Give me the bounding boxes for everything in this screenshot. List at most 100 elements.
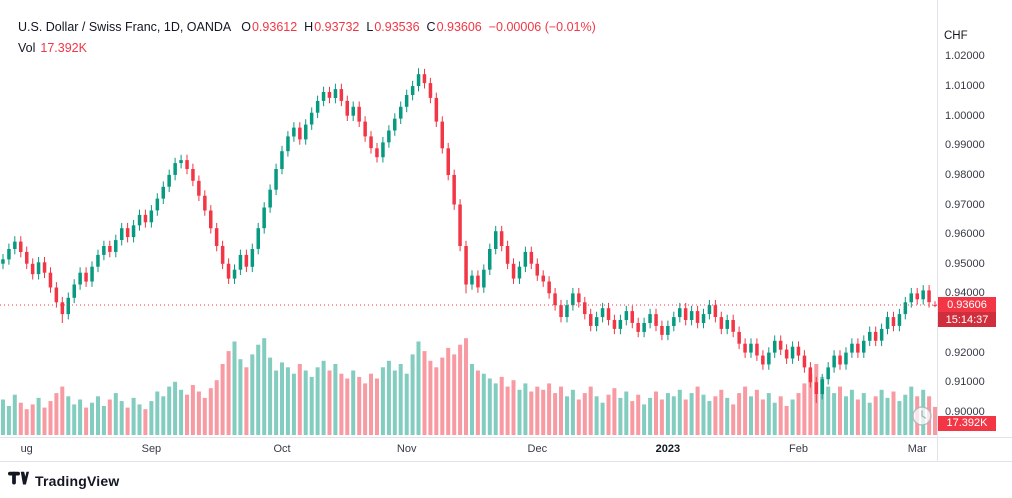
candle-body (767, 352, 771, 365)
time-axis[interactable]: ug Sep Oct Nov Dec 2023 Feb Mar (0, 437, 938, 461)
volume-kv: Vol 17.392K (18, 41, 87, 55)
volume-bar (677, 389, 682, 435)
candle-body (873, 331, 878, 341)
candle-body (286, 136, 290, 152)
candle-body (636, 323, 640, 332)
symbol-row: U.S. Dollar / Swiss Franc, 1D, OANDA O 0.… (18, 20, 596, 41)
volume-bar (701, 394, 706, 435)
volume-bar (719, 389, 724, 435)
candle-body (909, 293, 913, 303)
candle-body (345, 100, 349, 116)
volume-bar (790, 399, 795, 435)
volume-bar (36, 397, 41, 435)
volume-bar (96, 396, 100, 435)
candle-body (90, 266, 94, 282)
volume-bar (54, 393, 59, 435)
ohlc-close: C 0.93606 (427, 20, 482, 34)
volume-bar (535, 386, 540, 435)
volume-bar (659, 399, 664, 435)
candle-body (654, 314, 658, 326)
volume-bar (48, 401, 53, 435)
volume-bar (612, 388, 617, 435)
volume-bar (838, 386, 842, 435)
volume-bar (683, 399, 688, 435)
chart-legend: U.S. Dollar / Swiss Franc, 1D, OANDA O 0.… (18, 20, 596, 62)
volume-bar (588, 386, 593, 435)
volume-bar (327, 370, 332, 435)
volume-bar (885, 397, 890, 435)
candle-body (725, 320, 729, 329)
volume-bar (553, 393, 558, 435)
volume-bar (618, 397, 623, 435)
volume-bar (802, 383, 807, 435)
volume-bar (238, 359, 243, 435)
candle-body (903, 302, 908, 315)
volume-bar (861, 393, 866, 435)
volume-bar (517, 389, 522, 435)
candle-body (404, 95, 409, 107)
candle-body (339, 89, 344, 101)
candle-body (701, 314, 706, 323)
candle-body (458, 204, 462, 246)
volume-bar (458, 344, 463, 435)
volume-bar (398, 364, 403, 435)
volume-bar (570, 389, 575, 435)
volume-bar (481, 373, 486, 435)
volume-bar (274, 370, 279, 435)
candle-body (648, 314, 652, 323)
candle-body (707, 305, 712, 315)
candle-body (589, 314, 593, 326)
candle-body (161, 186, 165, 199)
candle-body (624, 311, 629, 320)
candle-body (476, 275, 480, 288)
volume-bar (78, 399, 83, 435)
volume-bar (6, 406, 11, 435)
candle-body (618, 320, 623, 329)
volume-bar (505, 386, 510, 435)
volume-bar (351, 370, 356, 435)
volume-bar (434, 367, 439, 435)
price-axis[interactable]: 1.02000 1.01000 1.00000 0.99000 0.98000 0.970… (938, 0, 1012, 437)
candle-body (856, 343, 860, 353)
candle-body (333, 89, 338, 98)
volume-bar (511, 380, 516, 435)
candle-body (802, 355, 807, 368)
volume-label: Vol (18, 41, 36, 55)
candle-body (137, 214, 142, 226)
candle-body (850, 343, 854, 353)
ohlc-high: H 0.93732 (304, 20, 359, 34)
tradingview-footer-link[interactable]: TradingView (8, 468, 119, 494)
candle-body (565, 305, 569, 317)
time-axis-label: Nov (396, 443, 417, 455)
volume-bar (18, 402, 23, 435)
candle-body (440, 121, 444, 149)
candle-body (535, 263, 539, 276)
candle-body (470, 275, 474, 285)
candle-body (125, 228, 130, 238)
price-chart-pane[interactable] (0, 0, 938, 437)
price-axis-label: 0.96000 (945, 228, 985, 240)
candle-body (494, 231, 498, 249)
volume-bar (903, 394, 908, 435)
symbol-title[interactable]: U.S. Dollar / Swiss Franc, 1D, OANDA (18, 20, 232, 34)
volume-bar (499, 376, 504, 435)
time-axis-label: Mar (907, 443, 927, 455)
volume-bars (1, 338, 937, 435)
volume-bar (772, 402, 777, 435)
candle-body (416, 74, 421, 86)
candle-body (54, 287, 59, 303)
volume-bar (232, 341, 237, 435)
volume-bar (713, 396, 718, 435)
candle-body (298, 127, 302, 140)
candle-body (838, 355, 842, 365)
volume-bar (339, 373, 344, 435)
volume-bar (214, 380, 219, 435)
candle-body (678, 308, 682, 318)
candle-body (203, 195, 207, 211)
candle-body (630, 311, 634, 323)
volume-bar (731, 404, 736, 435)
candle-body (737, 331, 741, 344)
candle-body (885, 317, 890, 329)
price-axis-label: 0.95000 (945, 258, 985, 270)
candle-body (695, 311, 700, 323)
